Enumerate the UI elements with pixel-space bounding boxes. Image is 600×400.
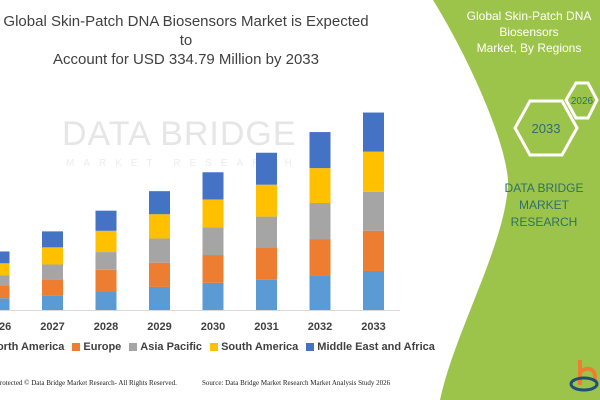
bar-segment-2027-south-america	[42, 247, 63, 265]
bar-segment-2029-europe	[149, 262, 170, 287]
bar-segment-2030-north-america	[202, 282, 224, 310]
legend-label: Europe	[83, 341, 122, 353]
source-footer: Source: Data Bridge Market Research Mark…	[202, 379, 391, 387]
bar-segment-2029-north-america	[149, 286, 170, 310]
bar-segment-2027-north-america	[42, 295, 63, 310]
legend-item: Europe	[72, 341, 121, 353]
brand-line-2: RESEARCH	[510, 215, 578, 229]
x-tick-label: 2033	[361, 321, 385, 333]
bar-segment-2028-middle-east-and-africa	[95, 210, 117, 231]
bar-segment-2027-middle-east-and-africa	[42, 231, 63, 248]
x-tick-label: 2030	[201, 321, 225, 333]
bar-segment-2026-south-america	[0, 263, 10, 276]
bar-segment-2027-asia-pacific	[42, 264, 63, 280]
legend-swatch	[129, 343, 138, 351]
bar-segment-2031-asia-pacific	[256, 216, 277, 248]
bar-segment-2028-north-america	[95, 291, 117, 310]
legend-item: South America	[210, 341, 298, 353]
x-tick-label: 2031	[254, 321, 278, 333]
legend-item: Middle East and Africa	[306, 341, 435, 353]
legend-label: Asia Pacific	[140, 341, 203, 353]
side-panel-title: Global Skin-Patch DNA Biosensors Market,…	[462, 8, 596, 56]
legend-label: North America	[0, 341, 65, 353]
bar-segment-2032-europe	[309, 239, 331, 276]
bar-segment-2026-north-america	[0, 298, 10, 310]
x-tick-label: 2026	[0, 321, 11, 333]
bar-segment-2031-middle-east-and-africa	[256, 152, 277, 185]
legend-item: Asia Pacific	[129, 341, 202, 353]
watermark-subtext: MARKET RESEARCH	[66, 158, 301, 169]
bar-segment-2032-south-america	[309, 168, 331, 203]
bar-segment-2031-north-america	[256, 279, 277, 310]
bar-segment-2033-north-america	[363, 270, 384, 310]
bar-segment-2026-asia-pacific	[0, 275, 10, 286]
bar-segment-2029-middle-east-and-africa	[149, 191, 170, 215]
bar-segment-2031-south-america	[256, 184, 277, 217]
hexagon-2026	[564, 81, 599, 120]
legend-label: South America	[221, 341, 299, 353]
x-tick-label: 2027	[40, 321, 64, 333]
bar-segment-2026-europe	[0, 285, 10, 299]
legend-swatch	[306, 343, 315, 351]
bar-segment-2030-middle-east-and-africa	[202, 172, 224, 200]
bar-segment-2032-middle-east-and-africa	[309, 132, 331, 169]
legend-item: North America	[0, 341, 64, 353]
brand-text: DATA BRIDGE MARKET RESEARCH	[492, 180, 596, 231]
hexagon-label-2033: 2033	[532, 121, 561, 136]
legend-label: Middle East and Africa	[317, 341, 435, 353]
bar-segment-2032-north-america	[309, 275, 331, 310]
bar-segment-2033-south-america	[363, 151, 384, 192]
stacked-bar-chart: 2026 2027 2028 2029 2030 2031 2032 2033	[0, 112, 400, 333]
bar-segment-2030-europe	[202, 255, 224, 283]
bar-segment-2026-middle-east-and-africa	[0, 251, 10, 264]
bar-segment-2028-south-america	[95, 230, 117, 253]
company-logo-icon	[569, 360, 599, 392]
brand-line-1: DATA BRIDGE MARKET	[504, 181, 584, 212]
title-line-2: Account for USD 334.79 Million by 2033	[53, 51, 319, 68]
bar-segment-2028-europe	[95, 269, 117, 292]
watermark-text: DATA BRIDGE	[62, 115, 297, 153]
bar-segment-2030-asia-pacific	[202, 227, 224, 256]
side-panel-title-line-2: Market, By Regions	[476, 41, 582, 55]
bar-segment-2033-asia-pacific	[363, 191, 384, 231]
bar-segment-2028-asia-pacific	[95, 252, 117, 270]
legend-swatch	[210, 343, 219, 351]
bar-segment-2027-europe	[42, 279, 63, 296]
bar-segment-2032-asia-pacific	[309, 202, 331, 240]
side-panel-title-line-1: Global Skin-Patch DNA Biosensors	[466, 9, 592, 39]
bar-segment-2033-europe	[363, 230, 384, 271]
bar-segment-2029-asia-pacific	[149, 238, 170, 263]
x-tick-label: 2028	[94, 321, 118, 333]
bar-segment-2033-middle-east-and-africa	[363, 112, 384, 152]
copyright-footer: Protected © Data Bridge Market Research-…	[0, 379, 177, 387]
x-tick-label: 2029	[147, 321, 171, 333]
bar-segment-2030-south-america	[202, 199, 224, 228]
bar-segment-2031-europe	[256, 247, 277, 280]
bar-segment-2029-south-america	[149, 214, 170, 239]
x-tick-label: 2032	[308, 321, 332, 333]
hexagon-2033	[513, 99, 579, 157]
chart-title: Global Skin-Patch DNA Biosensors Market …	[0, 12, 372, 69]
title-line-1: Global Skin-Patch DNA Biosensors Market …	[3, 13, 369, 49]
legend: North America Europe Asia Pacific South Ame…	[0, 341, 435, 353]
legend-swatch	[72, 343, 81, 351]
hexagon-label-2026: 2026	[571, 96, 594, 107]
